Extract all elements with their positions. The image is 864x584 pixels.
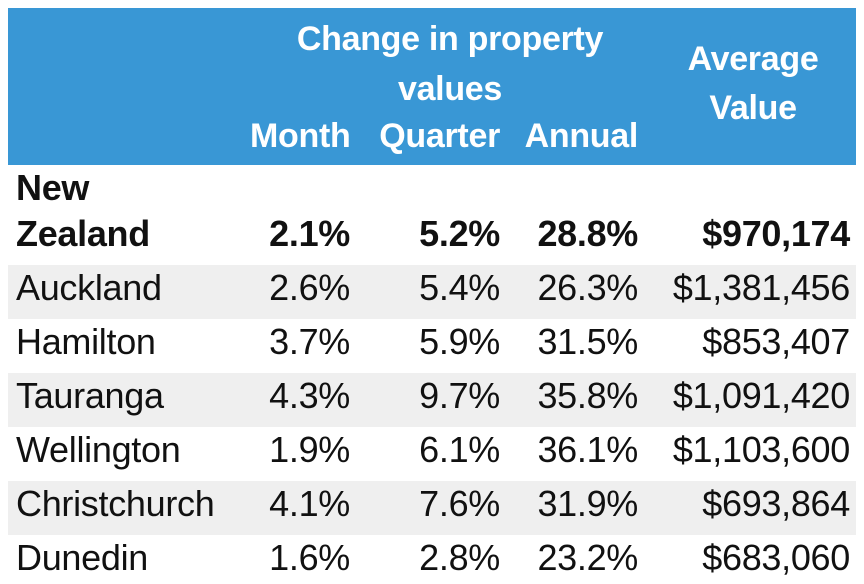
table-row-wellington: Wellington 1.9% 6.1% 36.1% $1,103,600: [8, 427, 857, 481]
property-values-table: Change in property values Average Value …: [8, 8, 857, 584]
quarter-change-value: 6.1%: [419, 429, 500, 470]
quarter-change-value: 5.9%: [419, 321, 500, 362]
average-value: $1,103,600: [672, 429, 851, 470]
header-row-group: Change in property values Average Value: [8, 8, 857, 165]
annual-change-value: 26.3%: [537, 267, 639, 308]
column-header-annual: Annual: [505, 114, 651, 165]
header-row-columns: Month Quarter Annual: [8, 114, 856, 165]
region-label: Tauranga: [16, 375, 164, 416]
quarter-change-value: 5.4%: [419, 267, 500, 308]
column-header-quarter: Quarter: [355, 114, 505, 165]
average-value: $683,060: [702, 537, 851, 578]
group-header-change-in-property-values: Change in property values: [250, 8, 651, 114]
column-header-month: Month: [250, 114, 355, 165]
column-header-average-value: Average Value: [650, 8, 857, 165]
average-value: $1,381,456: [672, 267, 851, 308]
region-label: Hamilton: [16, 321, 156, 362]
average-value: $1,091,420: [672, 375, 851, 416]
average-value: $970,174: [702, 213, 851, 254]
average-value: $693,864: [702, 483, 851, 524]
table-header: Change in property values Average Value …: [8, 8, 857, 165]
month-change-value: 1.9%: [269, 429, 350, 470]
annual-change-value: 31.5%: [537, 321, 639, 362]
average-value: $853,407: [702, 321, 851, 362]
annual-change-value: 36.1%: [537, 429, 639, 470]
region-label: Christchurch: [16, 483, 215, 524]
region-label: Auckland: [16, 267, 162, 308]
month-change-value: 4.1%: [269, 483, 350, 524]
month-change-value: 2.1%: [269, 213, 350, 254]
month-change-value: 1.6%: [269, 537, 350, 578]
month-change-value: 2.6%: [269, 267, 350, 308]
annual-change-value: 31.9%: [537, 483, 639, 524]
annual-change-value: 28.8%: [537, 213, 639, 254]
annual-change-value: 23.2%: [537, 537, 639, 578]
table-row-dunedin: Dunedin 1.6% 2.8% 23.2% $683,060: [8, 535, 857, 584]
corner-cell: [8, 8, 250, 165]
region-label: Wellington: [16, 429, 181, 470]
month-change-value: 4.3%: [269, 375, 350, 416]
table-row-christchurch: Christchurch 4.1% 7.6% 31.9% $693,864: [8, 481, 857, 535]
table-row-new-zealand: New Zealand 2.1% 5.2% 28.8% $970,174: [8, 165, 857, 265]
table-row-auckland: Auckland 2.6% 5.4% 26.3% $1,381,456: [8, 265, 857, 319]
region-label: Dunedin: [16, 537, 149, 578]
quarter-change-value: 5.2%: [419, 213, 500, 254]
table-body: New Zealand 2.1% 5.2% 28.8% $970,174 Auc…: [8, 165, 857, 584]
table-row-tauranga: Tauranga 4.3% 9.7% 35.8% $1,091,420: [8, 373, 857, 427]
region-label: New Zealand: [16, 167, 150, 254]
quarter-change-value: 9.7%: [419, 375, 500, 416]
table-row-hamilton: Hamilton 3.7% 5.9% 31.5% $853,407: [8, 319, 857, 373]
annual-change-value: 35.8%: [537, 375, 639, 416]
quarter-change-value: 7.6%: [419, 483, 500, 524]
quarter-change-value: 2.8%: [419, 537, 500, 578]
month-change-value: 3.7%: [269, 321, 350, 362]
